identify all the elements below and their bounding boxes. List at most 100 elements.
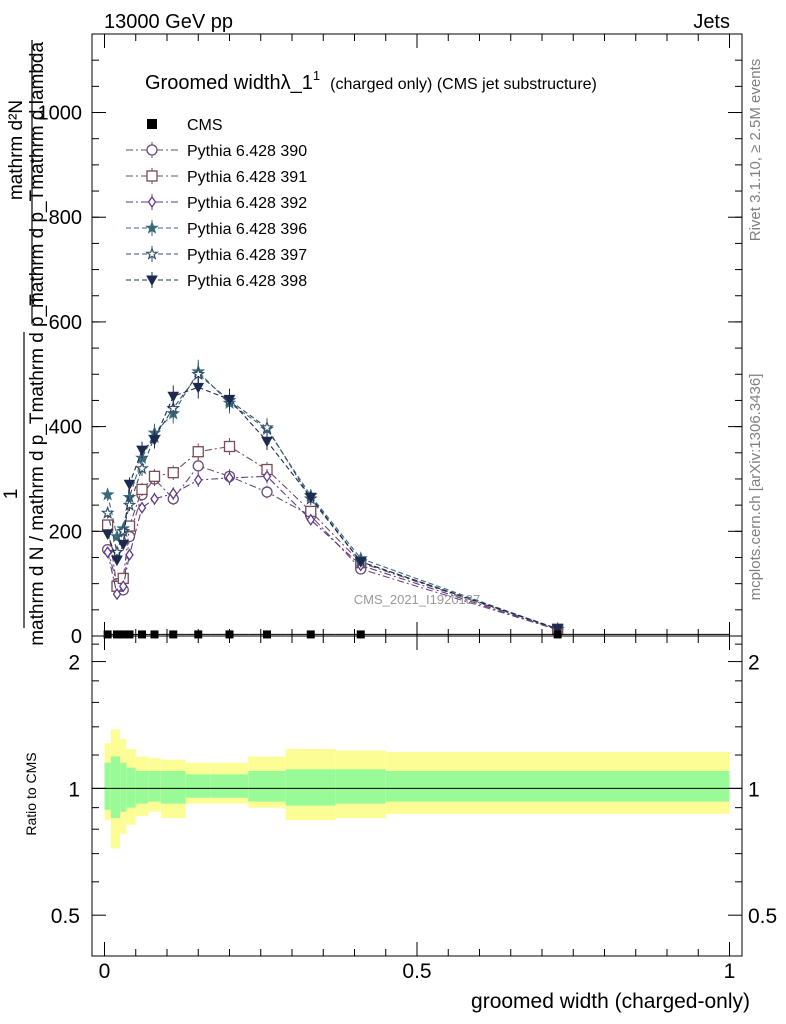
marker-triangle (223, 394, 236, 406)
marker-diamond (118, 580, 128, 593)
marker-cms (356, 630, 365, 639)
plot-title: Groomed widthλ_11 (charged only) (CMS jet… (145, 68, 597, 94)
marker-diamond (103, 546, 112, 559)
legend: CMS Pythia 6.428 390 Pythia 6.428 391 Pythi… (126, 117, 307, 290)
ylabel-bottom-line: mathrm d p_Tmathrm d lambda (27, 42, 48, 309)
legend-label: Pythia 6.428 397 (187, 247, 307, 264)
legend-label: Pythia 6.428 392 (187, 195, 307, 212)
marker-square (136, 483, 148, 496)
marker-cms (119, 630, 128, 639)
marker-cms (194, 630, 203, 639)
marker-star (122, 497, 137, 512)
marker-square (223, 440, 236, 453)
marker-star (260, 420, 274, 434)
marker-star (135, 461, 149, 475)
x-tick-label: 1 (724, 960, 736, 983)
marker-cms (138, 630, 146, 639)
marker-diamond (306, 513, 316, 526)
y-tick-label: 200 (49, 521, 82, 543)
marker-triangle (354, 557, 367, 568)
header-left: 13000 GeV pp (104, 11, 233, 33)
marker-star (100, 505, 115, 519)
marker-diamond (137, 501, 147, 514)
marker-cms (306, 630, 315, 639)
marker-square (148, 470, 161, 482)
title-suffix: (charged only) (CMS jet substructure) (330, 76, 597, 93)
marker-cms (103, 630, 112, 639)
legend-label: Pythia 6.428 391 (187, 169, 307, 186)
marker-triangle (146, 275, 158, 287)
ratio-tick-label: 1 (68, 778, 80, 801)
ratio-band-green (285, 769, 336, 806)
marker-diamond (112, 587, 122, 601)
marker-cms (125, 630, 134, 639)
marker-cms (150, 630, 159, 639)
marker-diamond (262, 470, 272, 483)
marker-star (145, 220, 159, 234)
ratio-band-green (104, 762, 111, 810)
marker-triangle (123, 479, 136, 491)
marker-diamond (225, 471, 234, 485)
side-label-mcplots: mcplots.cern.ch [arXiv:1306.3436] (747, 374, 764, 601)
y-tick-label: 0 (71, 626, 82, 648)
legend-label: Pythia 6.428 396 (187, 221, 307, 238)
ratio-tick-label-right: 2 (748, 652, 760, 675)
ratio-band-green (110, 756, 121, 819)
marker-square (146, 170, 158, 182)
x-tick-label: 0 (99, 960, 111, 983)
marker-cms (263, 630, 271, 639)
ratio-ylabel: Ratio to CMS (23, 752, 39, 835)
ratio-tick-label: 2 (68, 652, 80, 675)
marker-triangle (111, 555, 123, 567)
marker-triangle (167, 391, 180, 403)
marker-square (167, 467, 179, 479)
marker-diamond (150, 492, 159, 505)
marker-cms (169, 630, 178, 639)
title-superscript: 1 (313, 68, 320, 83)
marker-triangle (551, 624, 564, 635)
marker-star (100, 487, 115, 501)
legend-label-cms: CMS (187, 117, 223, 134)
marker-circle (192, 460, 204, 472)
marker-cms (147, 119, 157, 129)
marker-cms (225, 630, 234, 639)
y-tick-label: 600 (49, 312, 82, 334)
y-tick-label: 1000 (38, 103, 83, 125)
y-tick-label: 400 (49, 417, 82, 439)
series-layer (100, 359, 565, 636)
marker-triangle (117, 539, 130, 551)
ylabel-top-line: mathrm d²N (6, 100, 27, 200)
ratio-band-green (185, 774, 211, 798)
ratio-band-green (148, 770, 161, 802)
marker-circle (146, 144, 158, 156)
marker-cms (553, 630, 562, 639)
ratio-band-green (120, 762, 127, 812)
marker-square (192, 446, 204, 458)
ratio-band-green (248, 770, 286, 802)
marker-diamond (125, 548, 134, 561)
marker-circle (261, 486, 273, 498)
series-2 (103, 469, 562, 636)
legend-label: Pythia 6.428 390 (187, 143, 307, 160)
header-right: Jets (693, 11, 730, 33)
marker-triangle (101, 529, 114, 540)
series-5 (101, 376, 564, 635)
ratio-band-green (135, 770, 149, 804)
ylabel-left-line: mathrm d N / mathrm d p_Tmathrm d p_T (27, 294, 48, 646)
marker-diamond (193, 473, 203, 487)
ratio-band-green (160, 770, 186, 804)
legend-label: Pythia 6.428 398 (187, 273, 307, 290)
marker-triangle (304, 492, 317, 504)
y-tick-label: 800 (49, 207, 82, 229)
x-tick-label: 0.5 (402, 960, 431, 983)
y-axis-label: 1 mathrm d²N mathrm d p_Tmathrm d lambda… (1, 40, 48, 646)
marker-triangle (148, 435, 161, 446)
analysis-watermark: CMS_2021_I1920187 (354, 592, 481, 607)
series-1 (101, 437, 564, 635)
marker-diamond (147, 195, 157, 209)
ratio-bands (104, 729, 730, 849)
series-line (107, 386, 558, 630)
axes: 0 200 400 600 800 1000 0.5 0.5 1 1 2 2 0 0.5 1 (38, 33, 777, 983)
marker-triangle (136, 445, 148, 457)
